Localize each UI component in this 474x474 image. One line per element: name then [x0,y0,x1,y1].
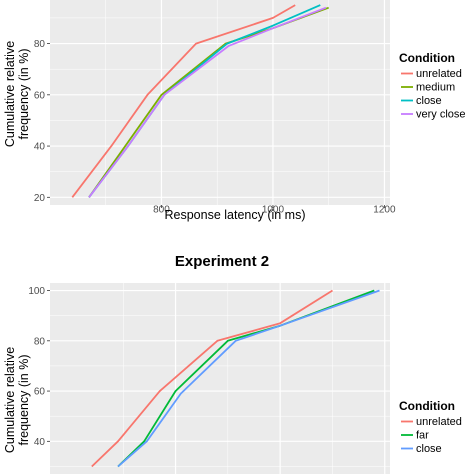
legend-item-close: close [401,443,442,455]
panel-1-x-axis-title: Response latency (in ms) [164,208,305,222]
legend-item-close: close [401,95,442,107]
panel-2-series [91,289,380,468]
panel-1-gridlines [50,0,390,205]
panel-2-y-ticks: 40 60 80 100 [28,286,50,448]
legend-label: unrelated [416,68,462,80]
panel-2-background [50,283,390,474]
legend-label: very close [416,109,466,121]
x-tick-label: 1000 [262,205,285,216]
y-tick-label: 40 [34,437,46,448]
panel-2-gridlines [50,283,390,474]
series-line-unrelated [91,289,333,468]
panel-2: Experiment 2 40 60 80 100 Cumulative relati… [3,253,462,474]
y-tick-label: 60 [34,90,46,101]
series-line-very-close [88,6,327,198]
panel-1: 20 40 60 80 800 1000 1200 Response latency (i… [3,0,466,222]
x-tick-label: 800 [153,205,170,216]
panel-1-legend-title: Condition [399,51,455,65]
y-tick-label: 60 [34,387,46,398]
panel-2-title: Experiment 2 [175,253,269,270]
legend-label: medium [416,82,455,94]
legend-item-unrelated: unrelated [401,68,462,80]
legend-item-unrelated: unrelated [401,416,462,428]
y-tick-label: 100 [28,286,45,297]
panel-2-y-axis-title-line-1: Cumulative relative [3,347,17,453]
panel-1-y-axis-title-line-2: frequency (in %) [17,48,31,139]
y-tick-label: 40 [34,142,46,153]
y-tick-label: 20 [34,193,46,204]
legend-label: far [416,430,429,442]
panel-1-x-ticks: 800 1000 1200 [153,205,396,216]
panel-2-legend-title: Condition [399,399,455,413]
legend-label: close [416,443,442,455]
panel-1-y-ticks: 20 40 60 80 [34,39,50,204]
legend-label: close [416,95,442,107]
panel-1-background [50,0,390,205]
legend-item-medium: medium [401,82,455,94]
y-tick-label: 80 [34,336,46,347]
legend-item-very-close: very close [401,109,466,121]
series-line-close [117,289,380,468]
x-tick-label: 1200 [373,205,396,216]
legend-item-far: far [401,430,429,442]
legend-label: unrelated [416,416,462,428]
y-tick-label: 80 [34,39,46,50]
panel-1-y-axis-title-line-1: Cumulative relative [3,41,17,147]
series-line-unrelated [71,4,296,198]
panel-2-y-axis-title-line-2: frequency (in %) [17,354,31,445]
panel-1-series [71,4,330,198]
